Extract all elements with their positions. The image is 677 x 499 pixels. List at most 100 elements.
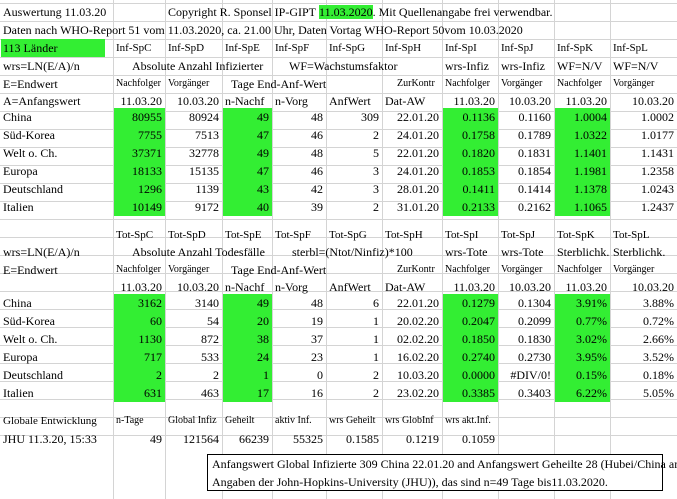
header-cell: wrs-Infiz: [501, 59, 545, 73]
value-cell: 19: [311, 314, 323, 328]
highlight: [443, 126, 498, 144]
value-cell: 0.0000: [462, 368, 495, 382]
header-cell: Vorgänger: [613, 264, 655, 275]
value-cell: 18133: [132, 164, 162, 178]
grid-line: [0, 39, 677, 40]
grid-line: [0, 201, 677, 202]
grid-line: [0, 435, 677, 436]
grid-line: [0, 417, 677, 418]
value-cell: 23: [311, 350, 323, 364]
value-cell: 48: [311, 146, 323, 160]
header-cell: E=Endwert: [3, 77, 58, 91]
header-cell: 10.03.20: [632, 94, 674, 108]
header-cell: wrs-Infiz: [445, 59, 489, 73]
value-cell: 10.03.20: [397, 368, 439, 382]
highlight: [555, 366, 610, 384]
highlight: [223, 330, 272, 348]
grid-line: [0, 147, 677, 148]
value-cell: 0.1758: [462, 128, 495, 142]
value-cell: 2: [373, 200, 379, 214]
header-cell: Vorgänger: [168, 264, 210, 275]
highlight: [443, 348, 498, 366]
value-cell: 3.52%: [643, 350, 674, 364]
value-cell: 46: [311, 164, 323, 178]
value-cell: 2: [373, 386, 379, 400]
column-header: Inf-SpK: [557, 42, 594, 54]
value-cell: 1.0243: [641, 182, 674, 196]
value-cell: 80955: [132, 110, 162, 124]
value-cell: 0.1850: [462, 332, 495, 346]
value-cell: 0.1219: [406, 432, 439, 446]
highlight: [555, 108, 610, 126]
highlight: [114, 312, 165, 330]
value-cell: 1296: [138, 182, 162, 196]
value-cell: 24: [257, 350, 269, 364]
value-cell: 463: [201, 386, 219, 400]
highlight: [555, 180, 610, 198]
highlight: [443, 294, 498, 312]
value-cell: 49: [257, 110, 269, 124]
header-cell: Geheilt: [225, 415, 255, 426]
value-cell: 1.2437: [641, 200, 674, 214]
highlight: [223, 144, 272, 162]
row-label: Welt o. Ch.: [3, 332, 58, 346]
highlight: [555, 198, 610, 216]
value-cell: 49: [257, 146, 269, 160]
value-cell: 47: [257, 164, 269, 178]
row-label: China: [3, 110, 32, 124]
row-label: Deutschland: [3, 182, 63, 196]
highlight: [114, 198, 165, 216]
value-cell: 20: [257, 314, 269, 328]
value-cell: 1.1401: [574, 146, 607, 160]
column-header: Tot-SpE: [225, 229, 262, 241]
value-cell: 49: [150, 432, 162, 446]
header-cell: WF=Wachstumsfaktor: [289, 59, 398, 73]
tag: 113 Länder: [3, 41, 58, 55]
header-cell: wrs GlobInf: [385, 415, 434, 426]
highlight: [443, 144, 498, 162]
note-line: Angaben der John-Hopkins-University (JHU…: [212, 475, 608, 489]
header-cell: 10.03.20: [177, 94, 219, 108]
grid-line: [165, 0, 166, 499]
grid-line: [0, 381, 677, 382]
value-cell: 7755: [138, 128, 162, 142]
value-cell: 0.2730: [518, 350, 551, 364]
value-cell: 80924: [189, 110, 219, 124]
value-cell: 1.0002: [641, 110, 674, 124]
header-cell: Dat-AW: [385, 94, 426, 108]
header-cell: Global Infiz: [168, 415, 217, 426]
header-cell: Nachfolger: [116, 78, 161, 89]
value-cell: 7513: [195, 128, 219, 142]
value-cell: 54: [207, 314, 219, 328]
value-cell: 1: [373, 332, 379, 346]
header-cell: n-Nachf: [225, 94, 265, 108]
column-header: Tot-SpL: [613, 229, 650, 241]
value-cell: 22.01.20: [397, 146, 439, 160]
value-cell: 3: [373, 164, 379, 178]
highlight: [555, 330, 610, 348]
value-cell: 20.02.20: [397, 314, 439, 328]
copyright: Copyright R. Sponsel IP-GIPT 11.03.2020. …: [168, 3, 553, 21]
header-cell: Globale Entwicklung: [3, 415, 97, 427]
value-cell: 5: [373, 146, 379, 160]
header-cell: 10.03.20: [509, 94, 551, 108]
header-cell: 11.03.20: [565, 280, 607, 294]
value-cell: JHU 11.3.20, 15:33: [3, 432, 97, 446]
value-cell: 0.2047: [462, 314, 495, 328]
value-cell: 48: [311, 110, 323, 124]
value-cell: 3.88%: [643, 296, 674, 310]
value-cell: 40: [257, 200, 269, 214]
column-header: Tot-SpH: [385, 229, 423, 241]
value-cell: 2: [373, 128, 379, 142]
grid-line: [0, 129, 677, 130]
grid-line: [442, 0, 443, 499]
value-cell: 3.95%: [576, 350, 607, 364]
column-header: Tot-SpI: [445, 229, 479, 241]
value-cell: 17: [257, 386, 269, 400]
value-cell: 6: [373, 296, 379, 310]
header-cell: n-Tage: [116, 415, 144, 426]
value-cell: 0.3385: [462, 386, 495, 400]
header-cell: 10.03.20: [177, 280, 219, 294]
row-label: Süd-Korea: [3, 314, 55, 328]
